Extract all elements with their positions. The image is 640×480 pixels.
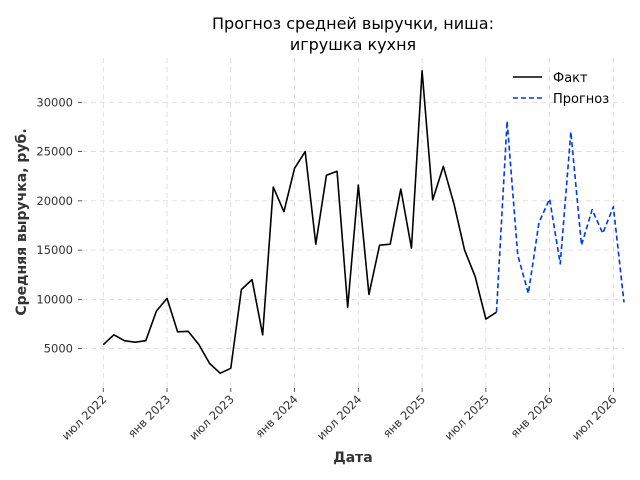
ticks: июл 2022 янв 2023 июл 2023 янв 2024 июл 2024… [36, 95, 619, 442]
x-tick-label: июл 2024 [314, 392, 365, 443]
grid [82, 58, 624, 388]
chart-title-line-2: игрушка кухня [290, 35, 416, 54]
x-tick-label: янв 2023 [125, 392, 173, 440]
x-tick-label: янв 2026 [508, 392, 556, 440]
y-tick-label: 10000 [36, 292, 73, 306]
y-tick-label: 30000 [36, 95, 73, 109]
x-axis-label: Дата [333, 450, 372, 466]
series-layer [102, 70, 625, 375]
x-tick-label: июл 2022 [59, 392, 110, 443]
series-line-forecast [495, 120, 625, 313]
series-line-fact [102, 70, 497, 375]
y-tick-label: 25000 [36, 145, 73, 159]
y-axis-label: Средняя выручка, руб. [14, 128, 30, 315]
y-tick-label: 5000 [44, 342, 73, 356]
chart-title-line-1: Прогноз средней выручки, ниша: [212, 14, 494, 33]
y-tick-label: 20000 [36, 194, 73, 208]
legend-label-forecast: Прогноз [553, 92, 609, 107]
legend: Факт Прогноз [513, 71, 609, 107]
x-tick-label: янв 2024 [252, 392, 300, 440]
y-tick-label: 15000 [36, 243, 73, 257]
x-tick-label: июл 2023 [186, 392, 237, 443]
x-tick-label: июл 2026 [569, 392, 620, 443]
x-tick-label: июл 2025 [441, 392, 492, 443]
legend-label-fact: Факт [553, 71, 588, 86]
x-tick-label: янв 2025 [380, 392, 428, 440]
